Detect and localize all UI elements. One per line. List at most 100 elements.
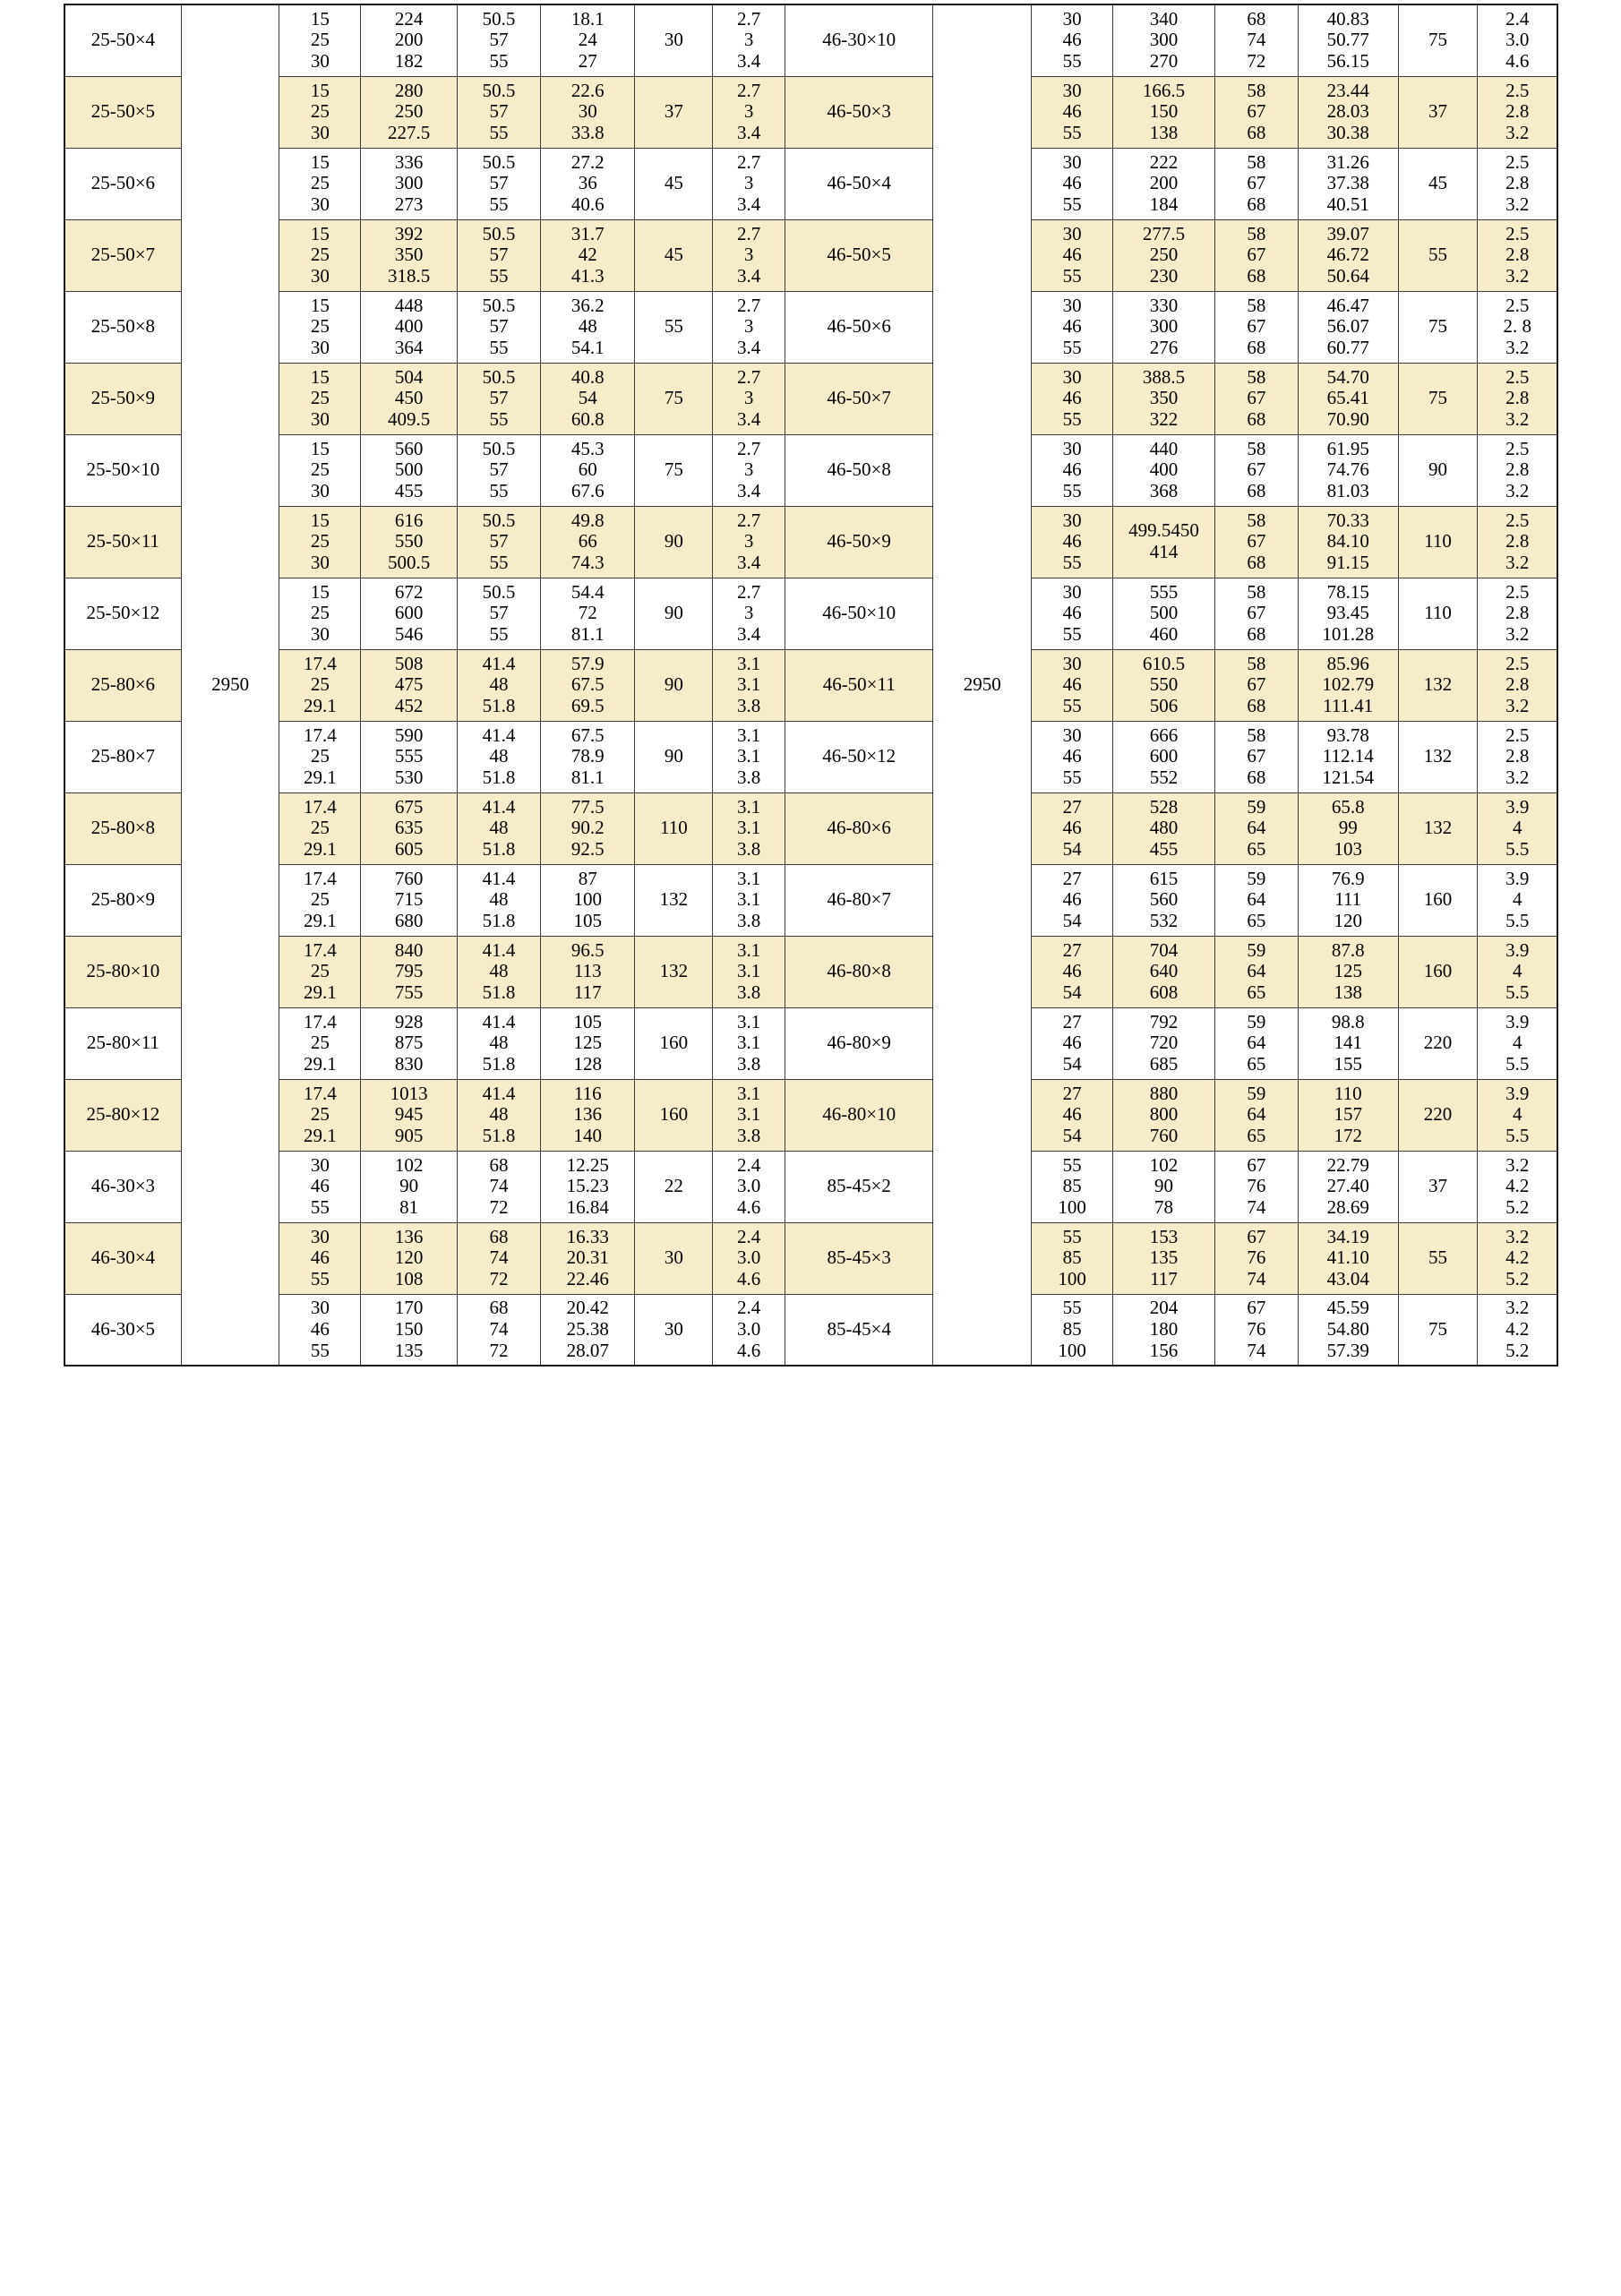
d-cell-right: 45 [1397,147,1479,220]
table-row: 25-50×6 15 25 30 336 300 273 50.5 57 55 27.2 36 40.6… [64,147,1558,220]
m-cell-left: 2.7 3 3.4 [712,147,785,220]
q-cell-left: 560 500 455 [360,433,458,507]
pw-cell-right: 61.95 74.76 81.03 [1297,433,1399,507]
d-cell-right: 220 [1397,1078,1479,1152]
pw-cell-left: 49.8 66 74.3 [540,505,636,578]
d-cell-left: 30 [634,4,714,77]
h-cell-left: 41.4 48 51.8 [456,935,542,1008]
h-cell-left: 50.5 57 55 [456,433,542,507]
d-cell-left: 30 [634,1293,714,1366]
table-row: 25-50×9 15 25 30 504 450 409.5 50.5 57 55 40.8 54 60… [64,362,1558,435]
p-cell-left: 17.4 25 29.1 [279,863,362,937]
h-cell-left: 41.4 48 51.8 [456,648,542,722]
model-cell-left: 25-50×7 [64,218,182,292]
p-cell-left: 15 25 30 [279,4,362,77]
q-cell-left: 672 600 546 [360,577,458,650]
q-cell-right: 222 200 184 [1112,147,1215,220]
model-cell-left: 25-80×7 [64,720,182,793]
p-cell-right: 55 85 100 [1031,1293,1114,1366]
table-row: 25-80×12 17.4 25 29.1 1013 945 905 41.4 48 51.8 11… [64,1078,1558,1152]
m-cell-right: 3.9 4 5.5 [1477,1007,1558,1080]
table-row: 25-50×10 15 25 30 560 500 455 50.5 57 55 45.3 60 67.… [64,433,1558,507]
pw-cell-right: 31.26 37.38 40.51 [1297,147,1399,220]
d-cell-right: 132 [1397,648,1479,722]
m-cell-left: 2.7 3 3.4 [712,290,785,364]
model-cell-right: 46-30×10 [784,4,934,77]
p-cell-left: 15 25 30 [279,362,362,435]
pw-cell-right: 76.9 111 120 [1297,863,1399,937]
p-cell-right: 30 46 55 [1031,4,1114,77]
model-cell-left: 25-50×9 [64,362,182,435]
m-cell-right: 3.9 4 5.5 [1477,1078,1558,1152]
d-cell-right: 160 [1397,935,1479,1008]
pw-cell-right: 45.59 54.80 57.39 [1297,1293,1399,1366]
h-cell-left: 50.5 57 55 [456,75,542,149]
pw-cell-right: 46.47 56.07 60.77 [1297,290,1399,364]
pw-cell-left: 87 100 105 [540,863,636,937]
p-cell-left: 17.4 25 29.1 [279,935,362,1008]
pw-cell-left: 36.2 48 54.1 [540,290,636,364]
model-cell-left: 46-30×5 [64,1293,182,1366]
pw-cell-right: 85.96 102.79 111.41 [1297,648,1399,722]
m-cell-left: 2.4 3.0 4.6 [712,1150,785,1223]
h-cell-left: 41.4 48 51.8 [456,792,542,865]
h-cell-left: 41.4 48 51.8 [456,720,542,793]
model-cell-right: 46-50×3 [784,75,934,149]
q-cell-left: 102 90 81 [360,1150,458,1223]
model-cell-right: 46-80×7 [784,863,934,937]
p-cell-right: 55 85 100 [1031,1221,1114,1295]
q-cell-right: 166.5 150 138 [1112,75,1215,149]
pw-cell-left: 116 136 140 [540,1078,636,1152]
d-cell-left: 30 [634,1221,714,1295]
p-cell-left: 15 25 30 [279,505,362,578]
m-cell-right: 2.5 2.8 3.2 [1477,75,1558,149]
table-row: 46-30×5 30 46 55 170 150 135 68 74 72 20.42 25.38 28… [64,1293,1558,1366]
p-cell-right: 27 46 54 [1031,1078,1114,1152]
table-row: 25-50×4 2950 15 25 30 224 200 182 50.5 57 55 18.1 24… [64,4,1558,1366]
m-cell-right: 2.5 2.8 3.2 [1477,362,1558,435]
d-cell-right: 110 [1397,505,1479,578]
model-cell-right: 46-50×9 [784,505,934,578]
model-cell-left: 46-30×4 [64,1221,182,1295]
table-row: 25-50×11 15 25 30 616 550 500.5 50.5 57 55 49.8 66 7… [64,505,1558,578]
q-cell-right: 615 560 532 [1112,863,1215,937]
q-cell-left: 760 715 680 [360,863,458,937]
p-cell-left: 17.4 25 29.1 [279,648,362,722]
p-cell-left: 30 46 55 [279,1293,362,1366]
h-cell-right: 58 67 68 [1214,290,1299,364]
h-cell-left: 41.4 48 51.8 [456,1078,542,1152]
table-row: 25-80×6 17.4 25 29.1 508 475 452 41.4 48 51.8 57.9… [64,648,1558,722]
table-row: 25-80×8 17.4 25 29.1 675 635 605 41.4 48 51.8 77.5… [64,792,1558,865]
model-cell-right: 85-45×3 [784,1221,934,1295]
model-cell-right: 46-80×8 [784,935,934,1008]
m-cell-right: 2.5 2.8 3.2 [1477,648,1558,722]
d-cell-left: 160 [634,1078,714,1152]
model-cell-right: 46-80×10 [784,1078,934,1152]
pw-cell-left: 31.7 42 41.3 [540,218,636,292]
pw-cell-left: 45.3 60 67.6 [540,433,636,507]
p-cell-left: 15 25 30 [279,147,362,220]
h-cell-right: 59 64 65 [1214,863,1299,937]
h-cell-right: 58 67 68 [1214,577,1299,650]
d-cell-right: 75 [1397,362,1479,435]
specification-table: 25-50×4 2950 15 25 30 224 200 182 50.5 57 55 18.1 24… [64,4,1558,1366]
d-cell-left: 75 [634,433,714,507]
spec-sheet-page: 25-50×4 2950 15 25 30 224 200 182 50.5 57 55 18.1 24… [0,4,1621,2296]
pw-cell-right: 39.07 46.72 50.64 [1297,218,1399,292]
table-row: 46-30×3 30 46 55 102 90 81 68 74 72 12.25 15.23 16.8… [64,1150,1558,1223]
pw-cell-left: 54.4 72 81.1 [540,577,636,650]
m-cell-left: 3.1 3.1 3.8 [712,863,785,937]
d-cell-right: 75 [1397,4,1479,77]
m-cell-left: 3.1 3.1 3.8 [712,792,785,865]
pw-cell-right: 93.78 112.14 121.54 [1297,720,1399,793]
m-cell-left: 2.7 3 3.4 [712,75,785,149]
pw-cell-right: 98.8 141 155 [1297,1007,1399,1080]
h-cell-right: 58 67 68 [1214,648,1299,722]
model-cell-left: 25-50×11 [64,505,182,578]
h-cell-right: 67 76 74 [1214,1293,1299,1366]
h-cell-left: 41.4 48 51.8 [456,1007,542,1080]
q-cell-left: 504 450 409.5 [360,362,458,435]
q-cell-left: 590 555 530 [360,720,458,793]
pw-cell-left: 16.33 20.31 22.46 [540,1221,636,1295]
h-cell-right: 59 64 65 [1214,1007,1299,1080]
